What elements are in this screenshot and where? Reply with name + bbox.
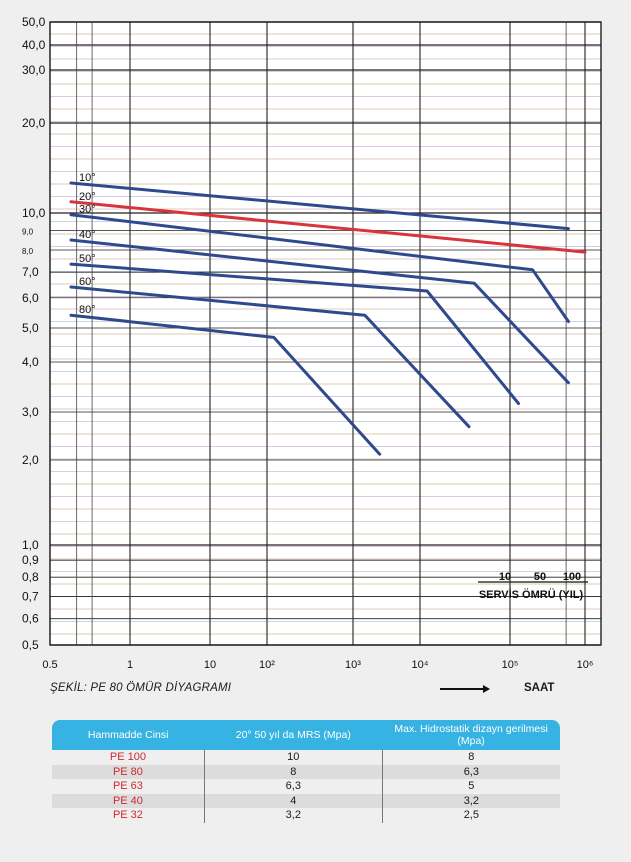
series-label: 40° — [79, 229, 96, 241]
cell-mrs: 3,2 — [204, 808, 383, 823]
series-line — [69, 181, 570, 231]
x-tick-label: 10 — [204, 659, 216, 671]
x-tick-label: 10² — [259, 659, 275, 671]
y-tick-label: 0,8 — [22, 570, 39, 584]
y-tick-label: 30,0 — [22, 63, 46, 77]
header-mrs: 20° 50 yıl da MRS (Mpa) — [204, 720, 383, 750]
cell-material: PE 63 — [52, 779, 205, 794]
series-label: 60° — [79, 276, 96, 288]
material-table: Hammadde Cinsi 20° 50 yıl da MRS (Mpa) M… — [52, 720, 560, 823]
y-tick-label: 50,0 — [22, 15, 46, 29]
series-label: 10° — [79, 172, 96, 184]
y-tick-label: 0,9 — [22, 553, 39, 567]
header-design-stress: Max. Hidrostatik dizayn gerilmesi (Mpa) — [382, 720, 560, 750]
service-life-tick: 50 — [534, 571, 546, 583]
x-tick-label: 10⁵ — [502, 659, 519, 671]
plot-area — [50, 22, 601, 645]
y-tick-label: 5,0 — [22, 321, 39, 335]
y-tick-label: 3,0 — [22, 405, 39, 419]
header-material: Hammadde Cinsi — [52, 720, 205, 750]
cell-material: PE 100 — [52, 750, 205, 765]
life-diagram-chart: 50,0 40,0 30,0 20,0 10,0 9,0 8,0 7,0 6,0 5,0 4,0 3,… — [22, 15, 602, 671]
x-tick-label: 10⁶ — [577, 659, 594, 671]
cell-mrs: 10 — [204, 750, 383, 765]
y-tick-label: 0,6 — [22, 612, 39, 626]
cell-design-stress: 5 — [468, 780, 475, 793]
x-tick-label: 0.5 — [42, 659, 57, 671]
y-tick-label: 40,0 — [22, 38, 46, 52]
cell-material: PE 40 — [52, 793, 205, 808]
service-life-tick: 10 — [499, 571, 511, 583]
series-line — [69, 313, 382, 456]
series-line — [69, 200, 587, 254]
x-tick-label: 10³ — [345, 659, 361, 671]
series-label: 80° — [79, 304, 96, 316]
cell-material: PE 32 — [52, 808, 205, 823]
table-row: PE 32 3,2 2,5 — [52, 808, 560, 823]
table-row: PE 63 6,3 5 — [52, 779, 560, 794]
x-tick-label: 1 — [127, 659, 133, 671]
cell-design-stress: 8 — [468, 751, 475, 764]
cell-design-stress: 2,5 — [463, 809, 479, 822]
series-line — [69, 285, 471, 429]
y-tick-label: 4,0 — [22, 355, 39, 369]
series-label: 50° — [79, 253, 96, 265]
figure-caption: ŞEKİL: PE 80 ÖMÜR DİYAGRAMI — [50, 682, 232, 694]
cell-mrs: 4 — [204, 793, 383, 808]
y-tick-label: 7,0 — [22, 265, 39, 279]
series-line — [69, 262, 520, 405]
cell-design-stress: 3,2 — [382, 793, 560, 808]
y-tick-label: 0,7 — [22, 589, 39, 603]
y-tick-label: 8,0 — [22, 247, 34, 256]
table-row: PE 100 10 8 — [52, 750, 560, 765]
cell-design-stress: 6,3 — [382, 764, 560, 779]
service-life-tick: 100 — [563, 571, 581, 583]
y-tick-label: 9,0 — [22, 227, 34, 236]
series-line — [69, 238, 570, 385]
x-tick-label: 10⁴ — [412, 659, 429, 671]
y-tick-label: 1,0 — [22, 538, 39, 552]
cell-mrs: 8 — [204, 764, 383, 779]
series-line — [69, 213, 570, 323]
service-life-label: SERVİS ÖMRÜ (YIL) — [479, 588, 584, 601]
y-tick-label: 0,5 — [22, 638, 39, 652]
plot-frame — [49, 21, 602, 646]
series-label: 30° — [79, 204, 96, 216]
y-tick-label: 6,0 — [22, 291, 39, 305]
y-tick-label: 2,0 — [22, 453, 39, 467]
series-label: 20° — [79, 191, 96, 203]
table-row: PE 40 4 3,2 — [52, 793, 560, 808]
cell-mrs: 6,3 — [204, 779, 383, 794]
right-arrow-icon — [440, 685, 490, 693]
y-tick-label: 10,0 — [22, 206, 46, 220]
table-row: PE 80 8 6,3 — [52, 764, 560, 779]
y-tick-label: 20,0 — [22, 116, 46, 130]
cell-material: PE 80 — [52, 764, 205, 779]
table-header-row: Hammadde Cinsi 20° 50 yıl da MRS (Mpa) M… — [52, 720, 560, 750]
x-axis-unit: SAAT — [524, 682, 555, 694]
